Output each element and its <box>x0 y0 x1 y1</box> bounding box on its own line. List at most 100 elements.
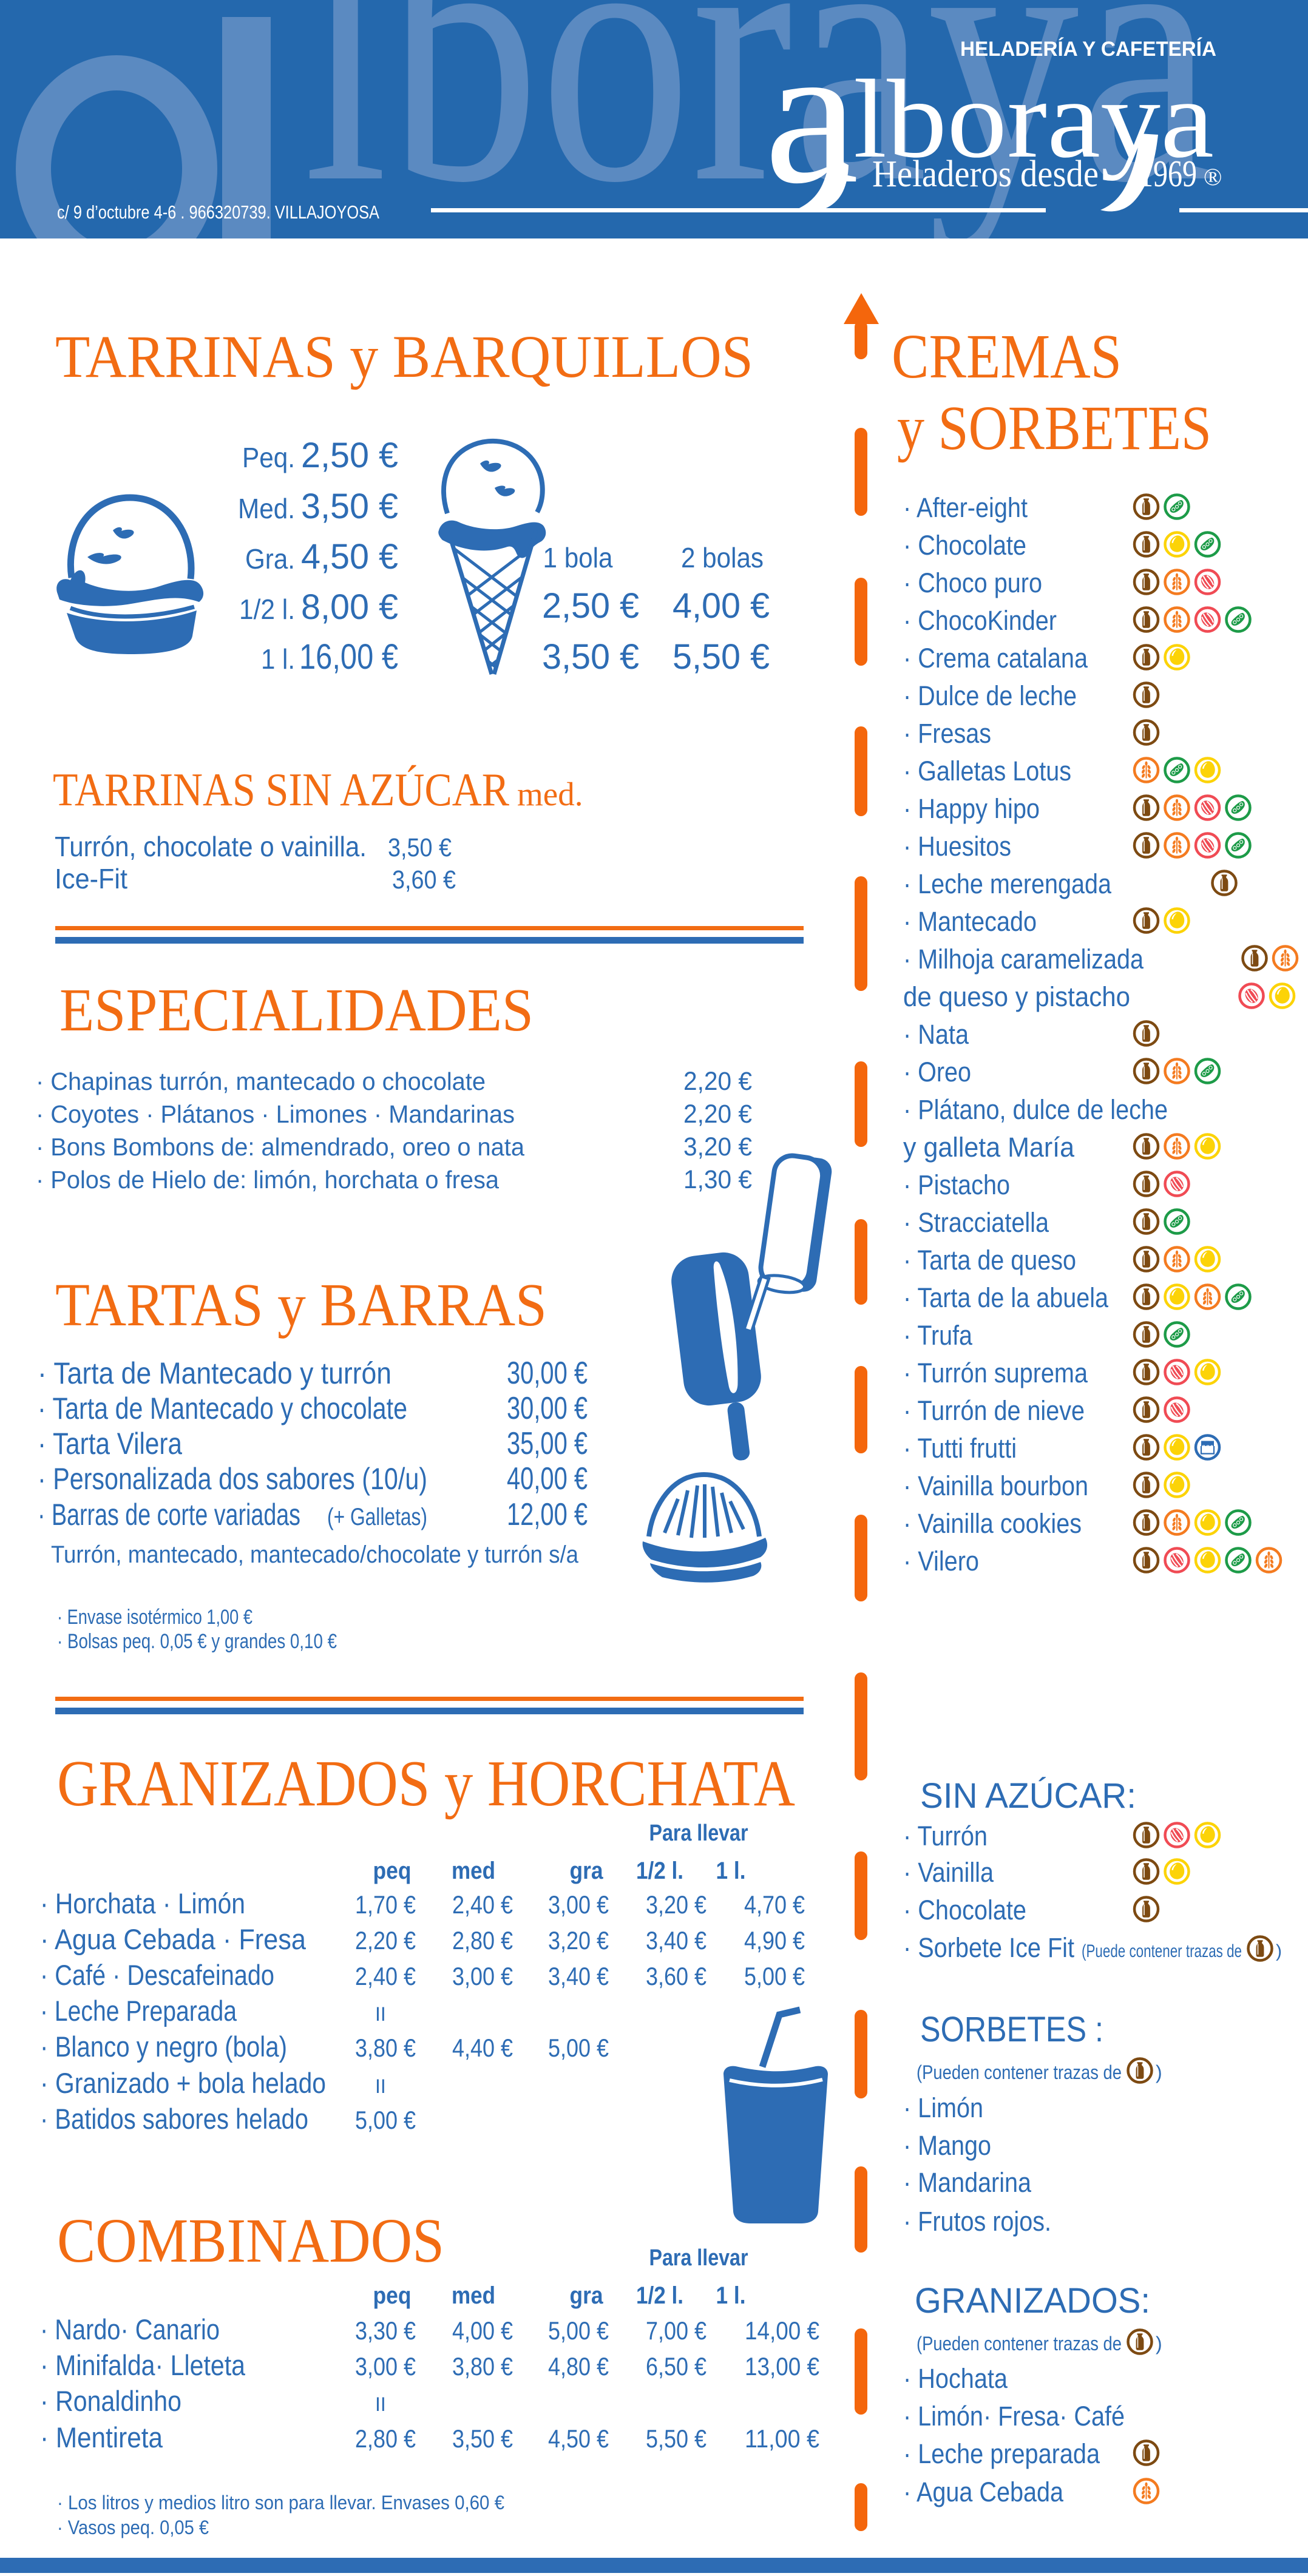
svg-text:2,40 €: 2,40 € <box>355 1962 416 1990</box>
svg-text:Ice-Fit: Ice-Fit <box>55 863 127 894</box>
svg-text:5,00 €: 5,00 € <box>744 1962 805 1990</box>
svg-text:13,00 €: 13,00 € <box>745 2352 819 2381</box>
svg-text:· Nardo· Canario: · Nardo· Canario <box>40 2313 220 2345</box>
svg-text:(+ Galletas): (+ Galletas) <box>327 1504 427 1530</box>
svg-text:· Crema catalana: · Crema catalana <box>903 643 1088 674</box>
svg-text:· Envase isotérmico 1,00 €: · Envase isotérmico 1,00 € <box>57 1606 252 1629</box>
svg-text:· Bons Bombons de: almendrado,: · Bons Bombons de: almendrado, oreo o na… <box>36 1133 524 1161</box>
svg-text:gra: gra <box>570 1858 604 1884</box>
svg-text:®: ® <box>1204 163 1222 191</box>
svg-text:· Plátano, dulce de leche: · Plátano, dulce de leche <box>903 1094 1168 1125</box>
svg-text:· Huesitos: · Huesitos <box>903 831 1011 862</box>
svg-text:5,00 €: 5,00 € <box>355 2106 416 2134</box>
svg-text:· Batidos sabores helado: · Batidos sabores helado <box>40 2103 308 2135</box>
svg-text:1 bola: 1 bola <box>543 542 613 573</box>
svg-text:GRANIZADOS:: GRANIZADOS: <box>915 2281 1150 2321</box>
svg-text:3,50 €: 3,50 € <box>452 2424 513 2453</box>
svg-text:· Turrón suprema: · Turrón suprema <box>903 1357 1088 1388</box>
svg-text:40,00 €: 40,00 € <box>507 1461 588 1496</box>
svg-text:· Tarta de Mantecado y chocola: · Tarta de Mantecado y chocolate <box>38 1391 407 1425</box>
svg-text:· Happy hipo: · Happy hipo <box>903 793 1040 824</box>
svg-text:· Turrón de nieve: · Turrón de nieve <box>903 1395 1085 1426</box>
svg-text:· Tarta de queso: · Tarta de queso <box>903 1245 1076 1276</box>
svg-text:5,50 €: 5,50 € <box>673 637 770 677</box>
svg-text:3,40 €: 3,40 € <box>548 1962 609 1990</box>
svg-text:· Vasos peq. 0,05 €: · Vasos peq. 0,05 € <box>57 2517 209 2538</box>
svg-text:4,80 €: 4,80 € <box>548 2352 609 2381</box>
svg-text:14,00 €: 14,00 € <box>745 2316 819 2345</box>
svg-text:(Puede contener trazas de: (Puede contener trazas de <box>1082 1941 1242 1961</box>
svg-text:6,50 €: 6,50 € <box>646 2352 707 2381</box>
svg-text:(Pueden contener trazas de: (Pueden contener trazas de <box>917 2333 1122 2355</box>
svg-text:· Granizado + bola helado: · Granizado + bola helado <box>40 2067 326 2099</box>
svg-text:peq: peq <box>373 1858 412 1884</box>
svg-text:· Frutos rojos.: · Frutos rojos. <box>903 2206 1051 2237</box>
svg-text:· After-eight: · After-eight <box>903 492 1028 523</box>
svg-text:3,30 €: 3,30 € <box>355 2316 416 2345</box>
svg-text:3,60 €: 3,60 € <box>646 1962 707 1990</box>
svg-text:· Milhoja caramelizada: · Milhoja caramelizada <box>903 944 1144 975</box>
svg-text:· Agua Cebada · Fresa: · Agua Cebada · Fresa <box>40 1923 307 1955</box>
svg-text:1,30 €: 1,30 € <box>683 1165 752 1194</box>
svg-text:· Mango: · Mango <box>903 2130 991 2161</box>
svg-text:· Sorbete Ice Fit: · Sorbete Ice Fit <box>903 1932 1074 1963</box>
svg-text:· Turrón: · Turrón <box>903 1820 988 1851</box>
svg-text:c/ 9 d’octubre 4-6 . 966320739: c/ 9 d’octubre 4-6 . 966320739. VILLAJOY… <box>57 201 379 223</box>
svg-text:· Café · Descafeinado: · Café · Descafeinado <box>40 1959 274 1991</box>
svg-text:Med.: Med. <box>238 493 295 524</box>
svg-text:2,40 €: 2,40 € <box>452 1890 513 1919</box>
svg-text:5,00 €: 5,00 € <box>548 2316 609 2345</box>
svg-text:3,50 €: 3,50 € <box>301 487 398 526</box>
svg-text:· Barras de corte variadas: · Barras de corte variadas <box>38 1498 300 1532</box>
svg-text:· Fresas: · Fresas <box>903 718 991 749</box>
svg-text:4,90 €: 4,90 € <box>744 1926 805 1955</box>
svg-text:· Oreo: · Oreo <box>903 1056 971 1087</box>
svg-text:SORBETES :: SORBETES : <box>920 2010 1103 2049</box>
svg-text:CREMAS: CREMAS <box>892 322 1122 391</box>
svg-text:3,50 €: 3,50 € <box>388 833 452 862</box>
svg-text:· Tarta Vilera: · Tarta Vilera <box>38 1427 182 1461</box>
svg-text:2,80 €: 2,80 € <box>355 2424 416 2453</box>
svg-text:med.: med. <box>517 776 583 813</box>
svg-text:2,80 €: 2,80 € <box>452 1926 513 1955</box>
svg-text:a: a <box>764 4 859 225</box>
svg-text:Heladeros desde: Heladeros desde <box>872 154 1099 195</box>
svg-text:y galleta María: y galleta María <box>903 1132 1075 1163</box>
svg-text:3,80 €: 3,80 € <box>355 2033 416 2062</box>
svg-text:3,20 €: 3,20 € <box>646 1890 707 1919</box>
svg-text:(Pueden contener trazas de: (Pueden contener trazas de <box>917 2061 1122 2083</box>
svg-text:· Personalizada dos sabores (1: · Personalizada dos sabores (10/u) <box>38 1462 427 1496</box>
svg-text:1/2 l.: 1/2 l. <box>636 1858 683 1884</box>
svg-text:med: med <box>452 1858 495 1884</box>
svg-text:· Nata: · Nata <box>903 1019 969 1050</box>
svg-text:3,00 €: 3,00 € <box>452 1962 513 1990</box>
svg-text:8,00 €: 8,00 € <box>301 587 398 627</box>
svg-text:· Limón· Fresa· Café: · Limón· Fresa· Café <box>903 2401 1125 2432</box>
svg-text:· Stracciatella: · Stracciatella <box>903 1207 1049 1238</box>
svg-text:· Pistacho: · Pistacho <box>903 1169 1010 1200</box>
svg-text:): ) <box>1156 2061 1162 2083</box>
svg-text:· Leche merengada: · Leche merengada <box>903 868 1112 899</box>
svg-text:4,70 €: 4,70 € <box>744 1890 805 1919</box>
svg-text:1 l.: 1 l. <box>716 1858 746 1884</box>
svg-text:· Bolsas peq. 0,05 € y grand: · Bolsas peq. 0,05 € y grandes 0,10 € <box>57 1630 337 1653</box>
svg-text:2 bolas: 2 bolas <box>681 542 764 573</box>
svg-text:3,20 €: 3,20 € <box>548 1926 609 1955</box>
svg-text:3,50 €: 3,50 € <box>542 637 639 677</box>
svg-text:II: II <box>375 2393 386 2415</box>
svg-text:GRANIZADOS y HORCHATA: GRANIZADOS y HORCHATA <box>57 1748 795 1820</box>
svg-text:y SORBETES: y SORBETES <box>897 393 1211 463</box>
svg-text:gra: gra <box>570 2282 604 2309</box>
svg-text:· Ronaldinho: · Ronaldinho <box>40 2385 181 2417</box>
svg-text:COMBINADOS: COMBINADOS <box>57 2206 444 2276</box>
svg-text:3,80 €: 3,80 € <box>452 2352 513 2381</box>
svg-text:lboraya: lboraya <box>853 57 1214 181</box>
svg-text:3,40 €: 3,40 € <box>646 1926 707 1955</box>
svg-text:· Horchata · Limón: · Horchata · Limón <box>40 1887 245 1919</box>
svg-text:2,20 €: 2,20 € <box>355 1926 416 1955</box>
svg-text:· Vainilla cookies: · Vainilla cookies <box>903 1508 1082 1539</box>
svg-text:12,00 €: 12,00 € <box>507 1497 588 1532</box>
svg-text:· Minifalda· Lleteta: · Minifalda· Lleteta <box>40 2349 246 2381</box>
svg-text:TARRINAS y BARQUILLOS: TARRINAS y BARQUILLOS <box>55 323 753 390</box>
svg-text:II: II <box>375 2075 386 2097</box>
